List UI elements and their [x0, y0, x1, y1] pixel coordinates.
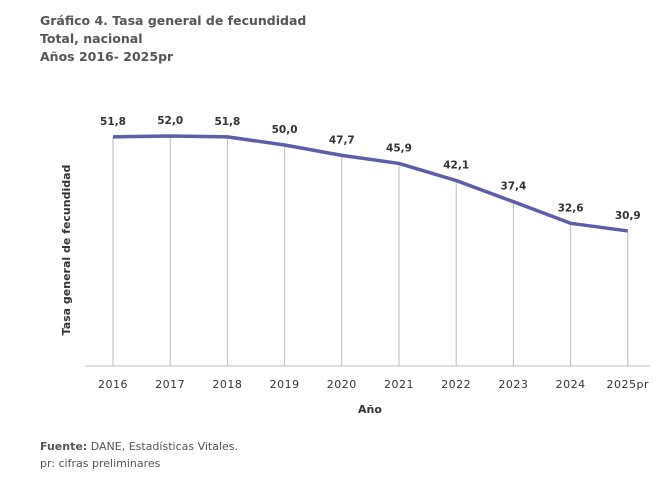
x-tick-label: 2021 [384, 378, 414, 391]
x-tick-label: 2016 [98, 378, 128, 391]
preliminary-note: pr: cifras preliminares [40, 457, 161, 470]
source-label: Fuente: [40, 440, 88, 453]
x-tick-label: 2017 [155, 378, 185, 391]
x-tick-label: 2020 [327, 378, 357, 391]
data-label: 51,8 [100, 116, 126, 128]
data-label: 42,1 [443, 160, 469, 172]
chart-subtitle-1: Total, nacional [40, 31, 143, 46]
data-label: 45,9 [386, 142, 412, 154]
x-tick-label: 2018 [212, 378, 242, 391]
data-label: 51,8 [214, 116, 240, 128]
x-tick-label: 2023 [498, 378, 528, 391]
x-tick-label: 2024 [556, 378, 586, 391]
series-line [112, 134, 629, 233]
data-label: 50,0 [272, 124, 298, 136]
data-label: 47,7 [329, 134, 355, 146]
x-tick-label: 2019 [270, 378, 300, 391]
chart-subtitle-2: Años 2016- 2025pr [40, 49, 174, 64]
x-tick-label: 2022 [441, 378, 471, 391]
chart-title: Gráfico 4. Tasa general de fecundidad [40, 13, 307, 28]
source-text: DANE, Estadísticas Vitales. [87, 440, 239, 453]
x-axis-title: Año [358, 403, 382, 416]
x-tick-label: 2025pr [607, 378, 650, 391]
data-label: 30,9 [615, 210, 641, 222]
data-label: 32,6 [558, 202, 584, 214]
data-label: 52,0 [157, 115, 183, 127]
source-note: Fuente: DANE, Estadísticas Vitales. [40, 440, 238, 453]
y-axis-title: Tasa general de fecundidad [60, 165, 73, 336]
data-label: 37,4 [500, 181, 526, 193]
